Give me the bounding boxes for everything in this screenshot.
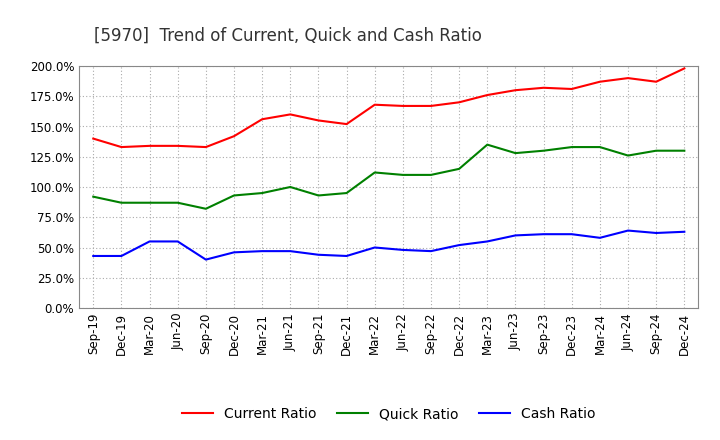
Quick Ratio: [652, 148, 660, 153]
Line: Cash Ratio: Cash Ratio: [94, 231, 684, 260]
Cash Ratio: [145, 239, 154, 244]
Quick Ratio: [624, 153, 632, 158]
Quick Ratio: [399, 172, 408, 177]
Cash Ratio: [230, 249, 238, 255]
Cash Ratio: [455, 242, 464, 248]
Line: Quick Ratio: Quick Ratio: [94, 145, 684, 209]
Current Ratio: [539, 85, 548, 91]
Text: [5970]  Trend of Current, Quick and Cash Ratio: [5970] Trend of Current, Quick and Cash …: [94, 26, 482, 44]
Cash Ratio: [314, 252, 323, 257]
Quick Ratio: [314, 193, 323, 198]
Cash Ratio: [399, 247, 408, 253]
Cash Ratio: [624, 228, 632, 233]
Cash Ratio: [567, 231, 576, 237]
Cash Ratio: [483, 239, 492, 244]
Line: Current Ratio: Current Ratio: [94, 68, 684, 147]
Cash Ratio: [174, 239, 182, 244]
Quick Ratio: [370, 170, 379, 175]
Current Ratio: [117, 144, 126, 150]
Quick Ratio: [511, 150, 520, 156]
Quick Ratio: [427, 172, 436, 177]
Quick Ratio: [117, 200, 126, 205]
Quick Ratio: [567, 144, 576, 150]
Quick Ratio: [89, 194, 98, 199]
Current Ratio: [258, 117, 266, 122]
Legend: Current Ratio, Quick Ratio, Cash Ratio: Current Ratio, Quick Ratio, Cash Ratio: [176, 402, 601, 427]
Current Ratio: [89, 136, 98, 141]
Quick Ratio: [174, 200, 182, 205]
Current Ratio: [314, 118, 323, 123]
Current Ratio: [595, 79, 604, 84]
Cash Ratio: [286, 249, 294, 254]
Cash Ratio: [342, 253, 351, 259]
Cash Ratio: [89, 253, 98, 259]
Current Ratio: [342, 121, 351, 127]
Quick Ratio: [455, 166, 464, 172]
Cash Ratio: [258, 249, 266, 254]
Current Ratio: [174, 143, 182, 148]
Cash Ratio: [539, 231, 548, 237]
Current Ratio: [202, 144, 210, 150]
Cash Ratio: [427, 249, 436, 254]
Current Ratio: [286, 112, 294, 117]
Current Ratio: [624, 76, 632, 81]
Quick Ratio: [286, 184, 294, 190]
Quick Ratio: [145, 200, 154, 205]
Current Ratio: [455, 99, 464, 105]
Quick Ratio: [342, 191, 351, 196]
Current Ratio: [652, 79, 660, 84]
Current Ratio: [483, 92, 492, 98]
Current Ratio: [567, 86, 576, 92]
Cash Ratio: [652, 231, 660, 236]
Cash Ratio: [202, 257, 210, 262]
Quick Ratio: [258, 191, 266, 196]
Quick Ratio: [680, 148, 688, 153]
Current Ratio: [427, 103, 436, 109]
Current Ratio: [511, 88, 520, 93]
Quick Ratio: [483, 142, 492, 147]
Quick Ratio: [230, 193, 238, 198]
Current Ratio: [145, 143, 154, 148]
Current Ratio: [370, 102, 379, 107]
Cash Ratio: [595, 235, 604, 240]
Cash Ratio: [370, 245, 379, 250]
Current Ratio: [399, 103, 408, 109]
Cash Ratio: [117, 253, 126, 259]
Cash Ratio: [511, 233, 520, 238]
Current Ratio: [680, 66, 688, 71]
Current Ratio: [230, 133, 238, 139]
Quick Ratio: [539, 148, 548, 153]
Quick Ratio: [595, 144, 604, 150]
Cash Ratio: [680, 229, 688, 235]
Quick Ratio: [202, 206, 210, 211]
